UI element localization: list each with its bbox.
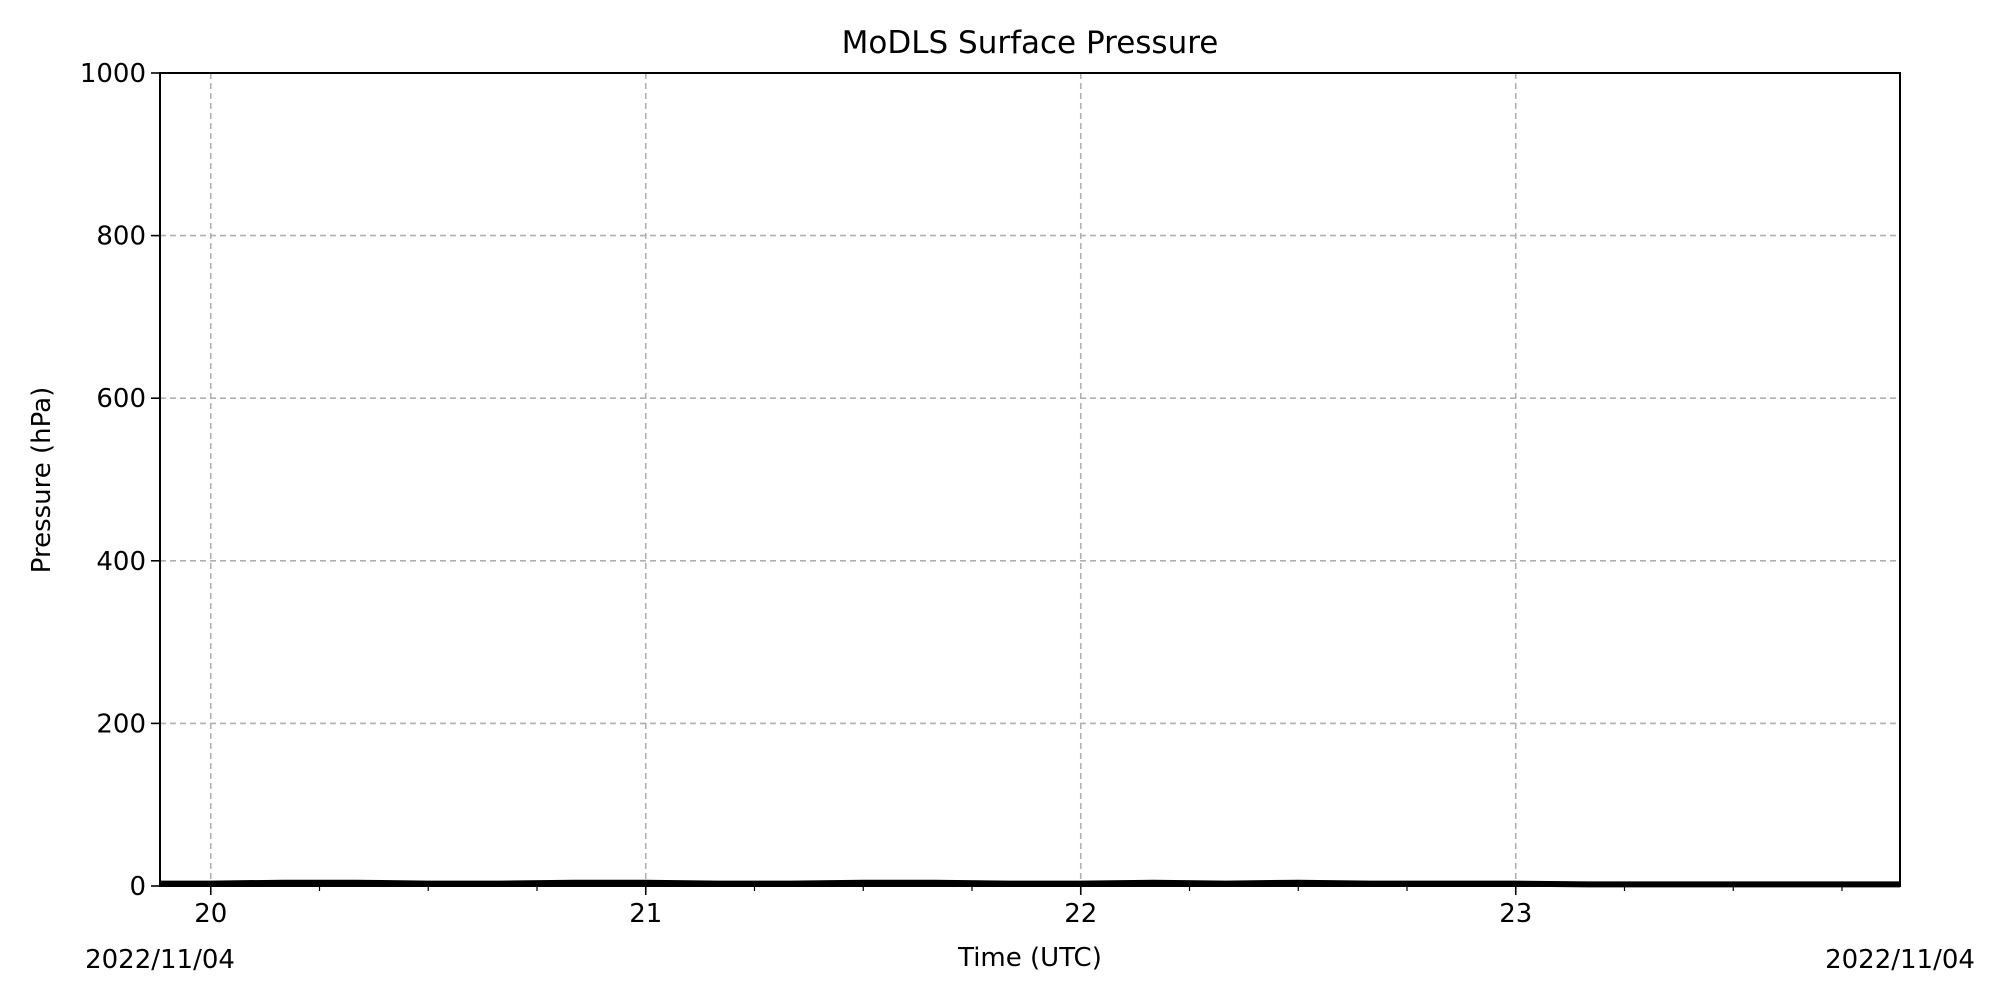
series-line: [160, 879, 1900, 888]
series-layer: [160, 879, 1900, 888]
x-tick-label: 21: [629, 899, 662, 929]
x-tick-label: 20: [194, 899, 227, 929]
grid-lines: [160, 73, 1900, 886]
x-end-date-label: 2022/11/04: [1825, 945, 1975, 975]
y-tick-label: 0: [129, 872, 146, 902]
x-axis-label: Time (UTC): [957, 943, 1102, 973]
x-tick-label: 22: [1064, 899, 1097, 929]
x-start-date-label: 2022/11/04: [85, 945, 235, 975]
y-tick-label: 1000: [80, 59, 146, 89]
y-tick-label: 200: [96, 709, 146, 739]
y-tick-label: 800: [96, 222, 146, 252]
plot-frame: [159, 72, 1901, 887]
y-tick-label: 600: [96, 384, 146, 414]
y-tick-label: 400: [96, 547, 146, 577]
y-axis-label: Pressure (hPa): [27, 387, 57, 574]
chart-title: MoDLS Surface Pressure: [842, 25, 1219, 61]
axes: 0 200 400 600 800 1000 20 21 22 23: [80, 59, 1901, 929]
x-tick-label: 23: [1499, 899, 1532, 929]
